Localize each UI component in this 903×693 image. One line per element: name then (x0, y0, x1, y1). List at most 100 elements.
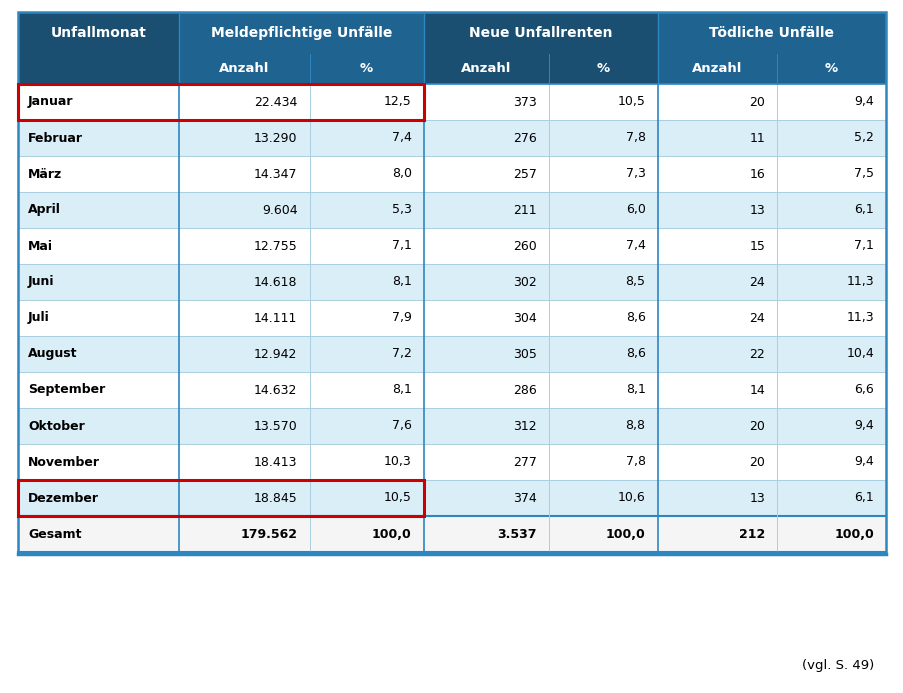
Text: Dezember: Dezember (28, 491, 99, 505)
Text: (vgl. S. 49): (vgl. S. 49) (801, 658, 873, 672)
Text: 24: 24 (749, 311, 764, 324)
Text: %: % (824, 62, 837, 76)
Bar (18, 228, 179, 264)
Bar (777, 156, 885, 192)
Bar (548, 228, 656, 264)
Bar (179, 300, 309, 336)
Bar (309, 408, 424, 444)
Bar (424, 480, 548, 516)
Bar (179, 480, 309, 516)
Bar (777, 408, 885, 444)
Bar (777, 444, 885, 480)
Bar (424, 264, 548, 300)
Text: November: November (28, 455, 100, 468)
Bar (548, 84, 656, 120)
Text: 12.755: 12.755 (254, 240, 297, 252)
Text: 24: 24 (749, 276, 764, 288)
Bar (656, 264, 777, 300)
Text: 100,0: 100,0 (371, 527, 411, 541)
Text: 7,3: 7,3 (625, 168, 645, 180)
Bar (424, 444, 548, 480)
Text: Februar: Februar (28, 132, 83, 145)
Bar (777, 84, 885, 120)
Text: 22.434: 22.434 (254, 96, 297, 109)
Text: 8,1: 8,1 (391, 276, 411, 288)
Text: Januar: Januar (28, 96, 73, 109)
Text: 7,6: 7,6 (391, 419, 411, 432)
Text: 7,8: 7,8 (625, 455, 645, 468)
Bar (309, 120, 424, 156)
Text: 211: 211 (513, 204, 536, 216)
Bar (309, 228, 424, 264)
Text: 8,1: 8,1 (391, 383, 411, 396)
Text: 7,2: 7,2 (391, 347, 411, 360)
Text: 20: 20 (749, 419, 764, 432)
Bar (656, 54, 777, 84)
Bar (656, 12, 885, 54)
Text: 12.942: 12.942 (254, 347, 297, 360)
Text: Oktober: Oktober (28, 419, 85, 432)
Text: 374: 374 (513, 491, 536, 505)
Bar (18, 84, 179, 120)
Bar (179, 120, 309, 156)
Bar (777, 54, 885, 84)
Text: 14.111: 14.111 (254, 311, 297, 324)
Text: 12,5: 12,5 (384, 96, 411, 109)
Text: 9,4: 9,4 (853, 419, 873, 432)
Bar (424, 156, 548, 192)
Bar (309, 444, 424, 480)
Bar (548, 54, 656, 84)
Text: %: % (359, 62, 373, 76)
Bar (656, 84, 777, 120)
Bar (777, 192, 885, 228)
Bar (777, 300, 885, 336)
Bar (656, 120, 777, 156)
Bar (777, 120, 885, 156)
Bar (656, 300, 777, 336)
Text: 14: 14 (749, 383, 764, 396)
Bar (18, 54, 179, 84)
Bar (309, 264, 424, 300)
Text: 286: 286 (513, 383, 536, 396)
Text: 304: 304 (513, 311, 536, 324)
Bar (18, 336, 179, 372)
Text: 6,0: 6,0 (625, 204, 645, 216)
Text: 6,6: 6,6 (853, 383, 873, 396)
Bar (424, 12, 656, 54)
Bar (18, 372, 179, 408)
Text: 22: 22 (749, 347, 764, 360)
Text: 305: 305 (512, 347, 536, 360)
Bar (18, 120, 179, 156)
Text: 260: 260 (513, 240, 536, 252)
Bar (309, 156, 424, 192)
Bar (18, 516, 179, 552)
Text: 6,1: 6,1 (853, 491, 873, 505)
Text: 9,4: 9,4 (853, 455, 873, 468)
Bar (309, 84, 424, 120)
Text: 13: 13 (749, 491, 764, 505)
Bar (656, 336, 777, 372)
Bar (18, 156, 179, 192)
Bar (18, 264, 179, 300)
Text: 7,4: 7,4 (391, 132, 411, 145)
Bar (548, 408, 656, 444)
Text: %: % (596, 62, 610, 76)
Bar (777, 372, 885, 408)
Text: 179.562: 179.562 (240, 527, 297, 541)
Text: Unfallmonat: Unfallmonat (51, 26, 146, 40)
Bar (548, 372, 656, 408)
Bar (179, 444, 309, 480)
Text: 10,4: 10,4 (845, 347, 873, 360)
Bar (656, 228, 777, 264)
Bar (777, 228, 885, 264)
Bar (424, 192, 548, 228)
Text: 11: 11 (749, 132, 764, 145)
Bar (656, 480, 777, 516)
Text: 9,4: 9,4 (853, 96, 873, 109)
Text: Gesamt: Gesamt (28, 527, 81, 541)
Text: 9.604: 9.604 (262, 204, 297, 216)
Bar (548, 516, 656, 552)
Bar (179, 408, 309, 444)
Bar (548, 120, 656, 156)
Bar (548, 336, 656, 372)
